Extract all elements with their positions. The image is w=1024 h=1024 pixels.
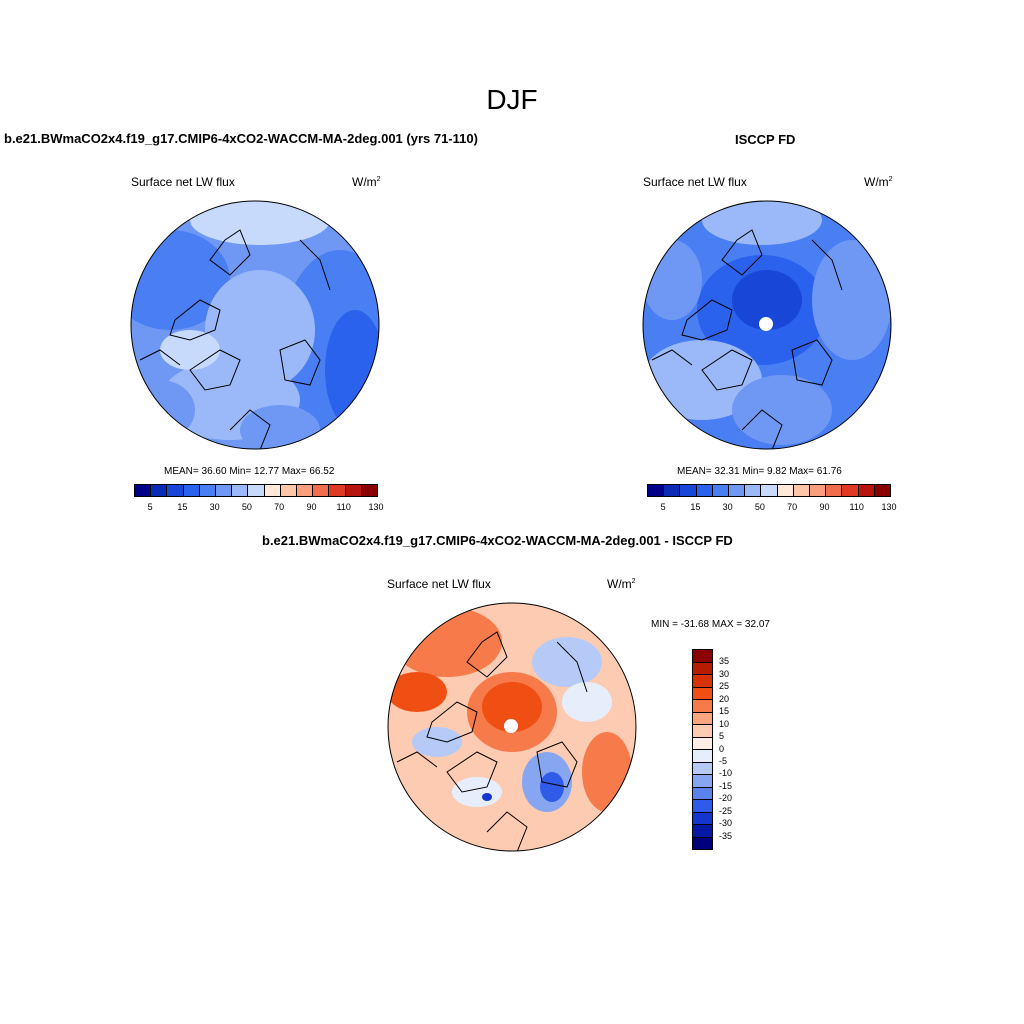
colorbar-swatch bbox=[297, 485, 314, 496]
colorbar-swatch bbox=[777, 485, 794, 496]
polar-map-obs bbox=[642, 200, 892, 450]
colorbar-tick-label: 5 bbox=[147, 502, 153, 512]
stats-diff: MIN = -31.68 MAX = 32.07 bbox=[651, 619, 770, 630]
colorbar-swatch bbox=[693, 812, 712, 825]
colorbar-swatch bbox=[693, 837, 712, 849]
colorbar-tick-label: -35 bbox=[719, 830, 733, 841]
colorbar-swatch bbox=[264, 485, 281, 496]
colorbar-tick-label: 35 bbox=[719, 656, 730, 667]
colorbar-tick-label: 25 bbox=[719, 681, 730, 692]
colorbar-tick-label: -15 bbox=[719, 780, 733, 791]
polar-map-model bbox=[130, 200, 380, 450]
colorbar-tick-label: 15 bbox=[177, 502, 188, 512]
colorbar-tick-label: -30 bbox=[719, 818, 733, 829]
colorbar-swatch bbox=[361, 485, 378, 496]
colorbar-swatch bbox=[280, 485, 298, 496]
colorbar-tick-label: -20 bbox=[719, 793, 733, 804]
variable-label-diff: Surface net LW flux bbox=[387, 577, 491, 591]
colorbar-swatch bbox=[745, 485, 762, 496]
colorbar-swatch bbox=[693, 712, 712, 725]
colorbar-swatch bbox=[183, 485, 200, 496]
colorbar-tick-label: 5 bbox=[660, 502, 666, 512]
colorbar-swatch bbox=[232, 485, 249, 496]
colorbar-diff bbox=[692, 649, 713, 850]
colorbar-tick-label: 110 bbox=[336, 502, 351, 512]
colorbar-swatch bbox=[842, 485, 859, 496]
colorbar-swatch bbox=[693, 700, 712, 713]
colorbar-tick-label: -10 bbox=[719, 768, 733, 779]
colorbar-tick-label: 50 bbox=[241, 502, 252, 512]
colorbar-tick-label: 15 bbox=[719, 706, 730, 717]
colorbar-swatch bbox=[199, 485, 217, 496]
colorbar-obs bbox=[647, 484, 891, 497]
variable-label-obs: Surface net LW flux bbox=[643, 175, 747, 189]
figure-title: DJF bbox=[486, 84, 538, 115]
colorbar-tick-label: 70 bbox=[787, 502, 798, 512]
colorbar-swatch bbox=[693, 737, 712, 750]
colorbar-tick-label: 30 bbox=[209, 502, 220, 512]
stats-model: MEAN= 36.60 Min= 12.77 Max= 66.52 bbox=[164, 466, 335, 477]
unit-label-obs: W/m2 bbox=[864, 175, 893, 189]
panel-title-diff: b.e21.BWmaCO2x4.f19_g17.CMIP6-4xCO2-WACC… bbox=[262, 533, 733, 548]
colorbar-swatch bbox=[761, 485, 778, 496]
unit-label-model: W/m2 bbox=[352, 175, 381, 189]
colorbar-swatch bbox=[693, 787, 712, 800]
colorbar-tick-label: 30 bbox=[722, 502, 733, 512]
colorbar-tick-label: 90 bbox=[819, 502, 830, 512]
colorbar-swatch bbox=[693, 800, 712, 813]
colorbar-swatch bbox=[693, 775, 712, 788]
polar-map-diff bbox=[387, 602, 637, 852]
colorbar-swatch bbox=[693, 762, 712, 775]
colorbar-tick-label: 30 bbox=[719, 668, 730, 679]
colorbar-tick-label: 15 bbox=[690, 502, 701, 512]
colorbar-tick-label: 0 bbox=[719, 743, 725, 754]
colorbar-swatch bbox=[329, 485, 346, 496]
colorbar-tick-label: 10 bbox=[719, 718, 730, 729]
colorbar-swatch bbox=[696, 485, 713, 496]
colorbar-swatch bbox=[693, 662, 712, 675]
colorbar-swatch bbox=[693, 750, 712, 763]
colorbar-swatch bbox=[693, 650, 712, 663]
panel-title-obs: ISCCP FD bbox=[735, 132, 796, 147]
colorbar-swatch bbox=[680, 485, 697, 496]
colorbar-swatch bbox=[167, 485, 184, 496]
colorbar-tick-label: -25 bbox=[719, 805, 733, 816]
variable-label-model: Surface net LW flux bbox=[131, 175, 235, 189]
colorbar-tick-label: 130 bbox=[881, 502, 897, 512]
colorbar-model bbox=[134, 484, 378, 497]
colorbar-tick-label: 110 bbox=[849, 502, 864, 512]
colorbar-tick-label: -5 bbox=[719, 755, 728, 766]
colorbar-swatch bbox=[648, 485, 665, 496]
colorbar-swatch bbox=[826, 485, 843, 496]
colorbar-swatch bbox=[135, 485, 152, 496]
unit-label-diff: W/m2 bbox=[607, 577, 636, 591]
colorbar-swatch bbox=[793, 485, 811, 496]
colorbar-swatch bbox=[858, 485, 875, 496]
colorbar-swatch bbox=[216, 485, 233, 496]
colorbar-tick-label: 50 bbox=[754, 502, 765, 512]
colorbar-tick-label: 90 bbox=[306, 502, 317, 512]
colorbar-swatch bbox=[313, 485, 330, 496]
colorbar-swatch bbox=[693, 675, 712, 688]
colorbar-swatch bbox=[664, 485, 681, 496]
colorbar-swatch bbox=[693, 725, 712, 738]
colorbar-swatch bbox=[693, 825, 712, 838]
colorbar-swatch bbox=[151, 485, 168, 496]
colorbar-tick-label: 5 bbox=[719, 731, 725, 742]
colorbar-tick-label: 20 bbox=[719, 693, 730, 704]
colorbar-swatch bbox=[712, 485, 730, 496]
colorbar-swatch bbox=[345, 485, 362, 496]
panel-title-model: b.e21.BWmaCO2x4.f19_g17.CMIP6-4xCO2-WACC… bbox=[4, 131, 478, 146]
colorbar-swatch bbox=[248, 485, 265, 496]
stats-obs: MEAN= 32.31 Min= 9.82 Max= 61.76 bbox=[677, 466, 842, 477]
colorbar-swatch bbox=[693, 687, 712, 700]
colorbar-tick-label: 70 bbox=[274, 502, 285, 512]
colorbar-swatch bbox=[810, 485, 827, 496]
colorbar-swatch bbox=[874, 485, 891, 496]
colorbar-tick-label: 130 bbox=[368, 502, 384, 512]
colorbar-swatch bbox=[729, 485, 746, 496]
